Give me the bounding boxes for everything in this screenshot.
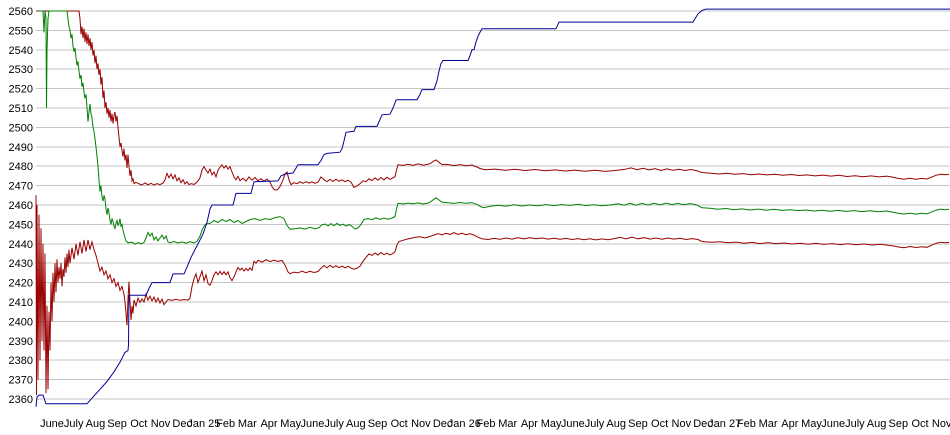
y-tick-label: 2480 bbox=[9, 161, 33, 173]
x-tick-label: Mar bbox=[238, 418, 257, 430]
upper-band-line bbox=[36, 10, 950, 191]
x-tick-label: Feb bbox=[477, 418, 496, 430]
x-tick-label: Nov bbox=[932, 418, 950, 430]
x-tick-label: Aug bbox=[86, 418, 106, 430]
y-tick-label: 2420 bbox=[9, 278, 33, 290]
y-tick-label: 2560 bbox=[9, 6, 33, 18]
x-tick-label: June bbox=[561, 418, 585, 430]
data-series-lines bbox=[35, 8, 950, 407]
x-tick-label: Nov bbox=[411, 418, 431, 430]
x-tick-label: Aug bbox=[867, 418, 887, 430]
x-tick-label: Dec bbox=[693, 418, 713, 430]
y-tick-label: 2540 bbox=[9, 45, 33, 57]
x-tick-label: Apr bbox=[260, 418, 277, 430]
x-tick-label: July bbox=[585, 418, 605, 430]
y-tick-label: 2500 bbox=[9, 122, 33, 134]
y-tick-label: 2390 bbox=[9, 336, 33, 348]
x-tick-label: Oct bbox=[911, 418, 928, 430]
y-axis-tick-labels: 2360 2370 2380 2390 2400 2410 2420 2430 2440 2450… bbox=[9, 6, 33, 406]
x-tick-label: Mar bbox=[759, 418, 778, 430]
y-tick-label: 2510 bbox=[9, 103, 33, 115]
y-tick-label: 2450 bbox=[9, 219, 33, 231]
cumulative-step-line-line bbox=[35, 8, 950, 407]
x-tick-label: May bbox=[541, 418, 562, 430]
x-tick-label: July bbox=[324, 418, 344, 430]
x-tick-label: May bbox=[801, 418, 822, 430]
x-tick-label: July bbox=[845, 418, 865, 430]
x-tick-label: June bbox=[40, 418, 64, 430]
y-tick-label: 2360 bbox=[9, 394, 33, 406]
x-tick-label: Sep bbox=[368, 418, 388, 430]
x-tick-label: Dec bbox=[172, 418, 192, 430]
x-tick-label: Oct bbox=[391, 418, 408, 430]
x-tick-label: Sep bbox=[889, 418, 909, 430]
x-tick-label: Mar bbox=[498, 418, 517, 430]
x-tick-label: Nov bbox=[672, 418, 692, 430]
x-tick-label: Jan 27 bbox=[708, 418, 741, 430]
x-tick-label: Oct bbox=[651, 418, 668, 430]
x-tick-label: Oct bbox=[130, 418, 147, 430]
average-line-line bbox=[38, 10, 950, 245]
y-tick-label: 2470 bbox=[9, 181, 33, 193]
x-tick-label: Aug bbox=[346, 418, 366, 430]
y-tick-label: 2490 bbox=[9, 142, 33, 154]
y-tick-label: 2460 bbox=[9, 200, 33, 212]
x-tick-label: Feb bbox=[737, 418, 756, 430]
x-tick-label: May bbox=[280, 418, 301, 430]
y-tick-label: 2370 bbox=[9, 375, 33, 387]
x-tick-label: Sep bbox=[107, 418, 127, 430]
x-tick-label: Apr bbox=[781, 418, 798, 430]
x-tick-label: Sep bbox=[628, 418, 648, 430]
x-tick-label: July bbox=[64, 418, 84, 430]
y-tick-label: 2550 bbox=[9, 25, 33, 37]
y-tick-label: 2400 bbox=[9, 316, 33, 328]
y-tick-label: 2410 bbox=[9, 297, 33, 309]
x-tick-label: June bbox=[300, 418, 324, 430]
x-tick-label: Aug bbox=[606, 418, 626, 430]
y-tick-label: 2380 bbox=[9, 355, 33, 367]
x-tick-label: Jan 25 bbox=[187, 418, 220, 430]
x-tick-label: Dec bbox=[433, 418, 453, 430]
horizontal-gridlines bbox=[36, 10, 950, 400]
y-tick-label: 2520 bbox=[9, 84, 33, 96]
x-tick-label: Nov bbox=[151, 418, 171, 430]
lower-band-line bbox=[35, 195, 950, 396]
y-tick-label: 2430 bbox=[9, 258, 33, 270]
x-tick-label: June bbox=[821, 418, 845, 430]
x-tick-label: Apr bbox=[521, 418, 538, 430]
y-tick-label: 2440 bbox=[9, 239, 33, 251]
y-tick-label: 2530 bbox=[9, 64, 33, 76]
x-tick-label: Jan 26 bbox=[448, 418, 481, 430]
x-tick-label: Feb bbox=[216, 418, 235, 430]
